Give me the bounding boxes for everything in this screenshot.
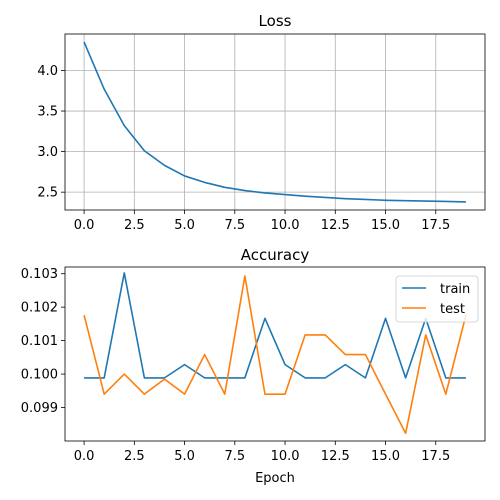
- accuracy-test-line: [83, 275, 467, 435]
- accuracy-x-tick-label: 15.0: [371, 449, 400, 464]
- loss-x-tick-label: 2.5: [124, 218, 145, 233]
- loss-x-tick-label: 0.0: [74, 218, 95, 233]
- loss-chart: Loss 0.0 2.5 5.0 7.5 10.0 12.5 15.0 17.5 2.5 3.0…: [37, 12, 486, 233]
- loss-y-tick-label: 4.0: [37, 64, 58, 79]
- accuracy-x-tick-label: 7.5: [224, 449, 245, 464]
- loss-x-tick-label: 10.0: [271, 218, 300, 233]
- accuracy-y-tick-label: 0.100: [21, 368, 58, 383]
- accuracy-train-line: [84, 272, 466, 379]
- loss-y-axis: 2.5 3.0 3.5 4.0: [37, 64, 65, 201]
- accuracy-x-tick-label: 10.0: [271, 449, 300, 464]
- accuracy-y-tick-label: 0.102: [21, 301, 58, 316]
- accuracy-x-tick-label: 17.5: [421, 449, 450, 464]
- accuracy-chart: Accuracy 0.0 2.5 5.0 7.5 10.0 12.5 15.0 17.5 0.…: [21, 246, 486, 486]
- accuracy-x-tick-label: 0.0: [74, 449, 95, 464]
- accuracy-x-axis: 0.0 2.5 5.0 7.5 10.0 12.5 15.0 17.5: [74, 441, 450, 464]
- loss-x-tick-label: 5.0: [174, 218, 195, 233]
- loss-x-tick-label: 15.0: [371, 218, 400, 233]
- loss-line: [83, 41, 466, 203]
- loss-x-tick-label: 12.5: [321, 218, 350, 233]
- loss-x-axis: 0.0 2.5 5.0 7.5 10.0 12.5 15.0 17.5: [74, 210, 450, 233]
- accuracy-axes-frame: [64, 266, 486, 442]
- accuracy-y-tick-label: 0.103: [21, 267, 58, 282]
- accuracy-y-tick-label: 0.099: [21, 401, 58, 416]
- accuracy-x-tick-label: 12.5: [321, 449, 350, 464]
- loss-y-tick-label: 3.0: [37, 145, 58, 160]
- accuracy-y-axis: 0.099 0.100 0.101 0.102 0.103: [21, 267, 65, 416]
- legend-train-label: train: [440, 282, 470, 297]
- accuracy-series: [83, 272, 467, 435]
- accuracy-y-tick-label: 0.101: [21, 334, 58, 349]
- accuracy-x-tick-label: 2.5: [124, 449, 145, 464]
- loss-grid: [65, 34, 485, 210]
- loss-axes-frame: [64, 33, 486, 211]
- accuracy-chart-title: Accuracy: [241, 246, 310, 264]
- loss-series: [83, 41, 466, 203]
- legend: train test: [395, 275, 479, 323]
- loss-x-tick-label: 17.5: [421, 218, 450, 233]
- loss-chart-title: Loss: [259, 12, 292, 30]
- accuracy-x-tick-label: 5.0: [174, 449, 195, 464]
- loss-y-tick-label: 2.5: [37, 186, 58, 201]
- loss-x-tick-label: 7.5: [224, 218, 245, 233]
- legend-test-label: test: [440, 302, 465, 317]
- loss-y-tick-label: 3.5: [37, 105, 58, 120]
- accuracy-x-axis-label: Epoch: [255, 471, 295, 486]
